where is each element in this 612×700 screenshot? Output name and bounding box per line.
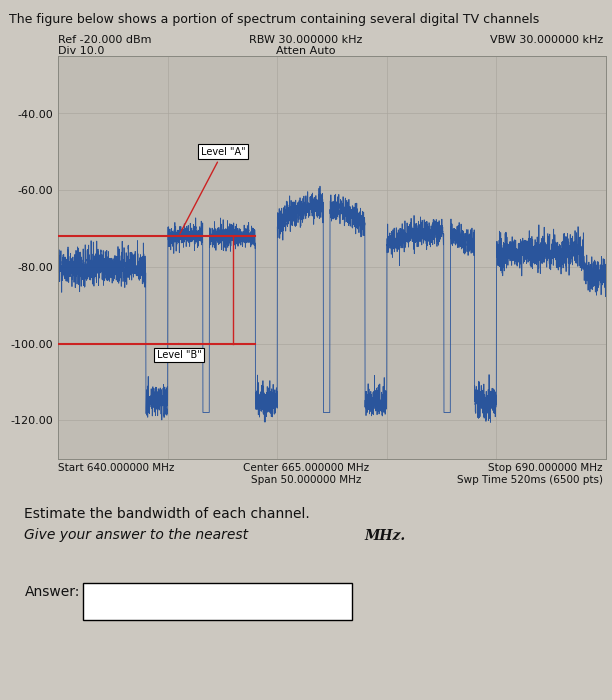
Text: Stop 690.000000 MHz: Stop 690.000000 MHz: [488, 463, 603, 473]
Text: Swp Time 520ms (6500 pts): Swp Time 520ms (6500 pts): [457, 475, 603, 484]
Text: The figure below shows a portion of spectrum containing several digital TV chann: The figure below shows a portion of spec…: [9, 13, 539, 26]
Text: Atten Auto: Atten Auto: [276, 46, 336, 55]
Text: Center 665.000000 MHz: Center 665.000000 MHz: [243, 463, 369, 473]
Text: Ref -20.000 dBm: Ref -20.000 dBm: [58, 35, 152, 45]
Text: Span 50.000000 MHz: Span 50.000000 MHz: [251, 475, 361, 484]
Text: Estimate the bandwidth of each channel.: Estimate the bandwidth of each channel.: [24, 508, 310, 522]
Text: Start 640.000000 MHz: Start 640.000000 MHz: [58, 463, 174, 473]
Text: VBW 30.000000 kHz: VBW 30.000000 kHz: [490, 35, 603, 45]
Text: Give your answer to the nearest: Give your answer to the nearest: [24, 528, 253, 542]
Text: Answer:: Answer:: [24, 584, 80, 598]
Text: Div 10.0: Div 10.0: [58, 46, 105, 55]
Text: Level "A": Level "A": [180, 147, 245, 234]
Text: Level "B": Level "B": [157, 344, 201, 360]
Text: MHz.: MHz.: [364, 528, 405, 542]
Text: RBW 30.000000 kHz: RBW 30.000000 kHz: [249, 35, 363, 45]
